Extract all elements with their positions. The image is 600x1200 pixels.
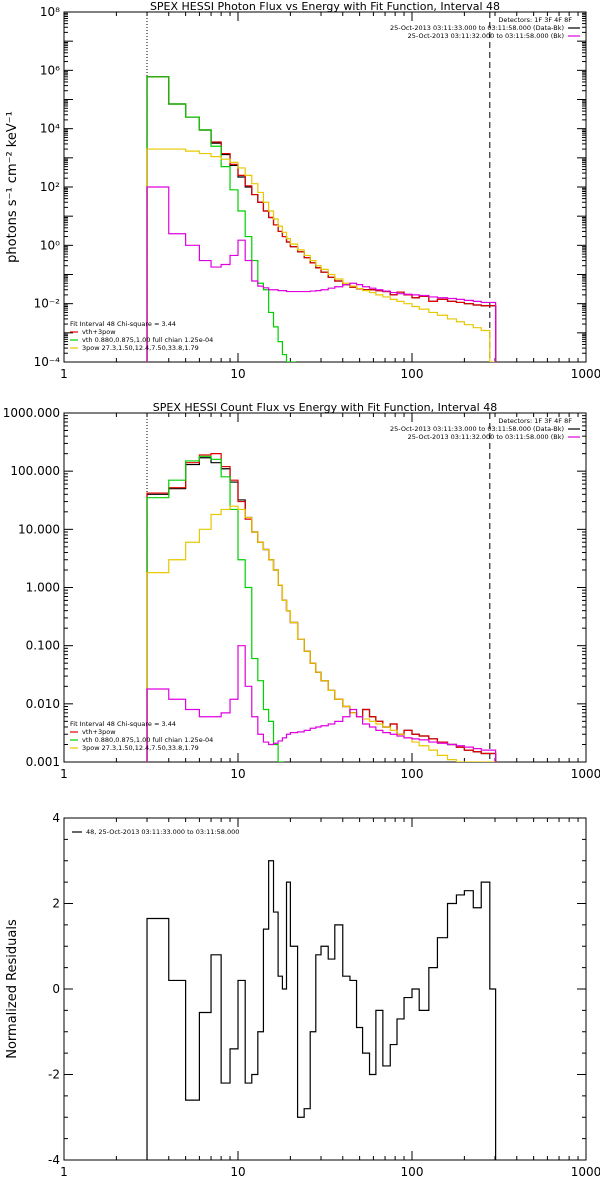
chart-panel-1: SPEX HESSI Photon Flux vs Energy with Fi… [5,0,600,381]
legend-model-name: vth+3pow [82,728,116,736]
legend-bpow-params: 3pow 27.3,1.50,12.4,7.50,33.8,1.79 [82,344,199,352]
chart-panel-3: 1 10 100 1000 -4 -2 0 2 4 Normalized Residuals 48,… [5,811,600,1179]
legend-detectors: Detectors: 1F 3F 4F 8F [498,417,572,425]
chart-title: SPEX HESSI Count Flux vs Energy with Fit… [153,401,497,414]
y-tick-label: 0.001 [26,755,60,769]
series-line-bpow [146,148,496,362]
y-tick-label: 10² [40,180,60,194]
y-tick-label: 0.010 [26,697,60,711]
series-line-vth [146,76,297,362]
y-tick-label: 1000.000 [3,406,60,420]
y-tick-label: 10⁸ [40,5,60,19]
y-tick-label: 0 [52,982,60,996]
legend-residual-interval: 48, 25-Oct-2013 03:11:33.000 to 03:11:58… [86,828,239,836]
x-tick-label: 100 [401,1165,424,1179]
x-tick-label: 1000 [571,767,600,781]
series-group [146,860,497,1160]
legend-model-name: vth+3pow [82,328,116,336]
legend-fit-interval: Fit Interval 48 Chi-square = 3.44 [70,320,176,328]
x-tick-label: 100 [401,767,424,781]
legend-bk-interval: 25-Oct-2013 03:11:32.000 to 03:11:58.000… [408,32,564,40]
y-tick-label: 10⁻² [34,297,61,311]
x-tick-label: 10 [230,367,245,381]
series-line-bk [146,186,497,362]
x-tick-label: 1000 [571,1165,600,1179]
legend-bpow-params: 3pow 27.3,1.50,12.4,7.50,33.8,1.79 [82,744,199,752]
y-tick-label: 10⁴ [40,122,60,136]
y-tick-label: -2 [48,1068,60,1082]
series-line-sum [146,76,497,362]
series-line-bpow [146,505,496,762]
series-line-bk [146,645,497,762]
x-tick-label: 1000 [571,367,600,381]
legend-fit-interval: Fit Interval 48 Chi-square = 3.44 [70,720,176,728]
legend-detectors: Detectors: 1F 3F 4F 8F [498,16,572,24]
plot-frame [63,817,587,1161]
y-tick-label: 10⁶ [40,63,60,77]
x-tick-label: 10 [230,1165,245,1179]
y-tick-label: 10⁻⁴ [34,355,61,369]
y-tick-label: 10.000 [18,522,60,536]
x-tick-label: 1 [60,1165,68,1179]
y-tick-label: -4 [48,1153,60,1167]
series-group [146,76,497,362]
x-tick-label: 1 [60,767,68,781]
series-line-data [146,860,497,1160]
y-axis-label: photons s⁻¹ cm⁻² keV⁻¹ [5,111,20,263]
x-tick-label: 1 [60,367,68,381]
y-tick-label: 2 [52,897,60,911]
chart-title: SPEX HESSI Photon Flux vs Energy with Fi… [150,0,500,13]
x-tick-label: 10 [230,767,245,781]
y-tick-label: 100.000 [10,464,60,478]
y-tick-label: 0.100 [26,639,60,653]
legend-vth-params: vth 0.880,0.875,1.00 full chian 1.25e-04 [82,736,213,744]
plot-frame [63,11,587,363]
series-group [146,453,497,762]
y-axis-label: Normalized Residuals [5,919,20,1059]
legend-data-interval: 25-Oct-2013 03:11:33.000 to 03:11:58.000… [390,24,564,32]
y-tick-label: 4 [52,811,60,825]
series-line-vth [146,455,284,762]
y-tick-label: 10⁰ [40,238,60,252]
plot-frame [63,412,587,763]
legend-bk-interval: 25-Oct-2013 03:11:32.000 to 03:11:58.000… [408,433,564,441]
y-tick-label: 1.000 [26,581,60,595]
legend-vth-params: vth 0.880,0.875,1.00 full chian 1.25e-04 [82,336,213,344]
chart-panel-2: SPEX HESSI Count Flux vs Energy with Fit… [3,401,600,781]
x-tick-label: 100 [401,367,424,381]
legend-data-interval: 25-Oct-2013 03:11:33.000 to 03:11:58.000… [390,425,564,433]
